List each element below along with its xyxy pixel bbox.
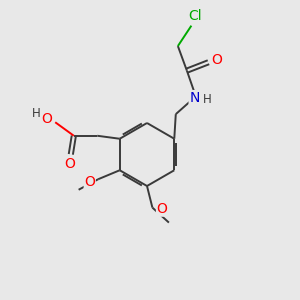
Text: N: N	[189, 91, 200, 105]
Text: O: O	[157, 202, 167, 216]
Text: O: O	[64, 157, 75, 171]
Text: O: O	[84, 175, 95, 189]
Text: Cl: Cl	[188, 9, 202, 23]
Text: O: O	[41, 112, 52, 126]
Text: O: O	[212, 53, 222, 67]
Text: H: H	[32, 107, 41, 120]
Text: H: H	[202, 93, 211, 106]
